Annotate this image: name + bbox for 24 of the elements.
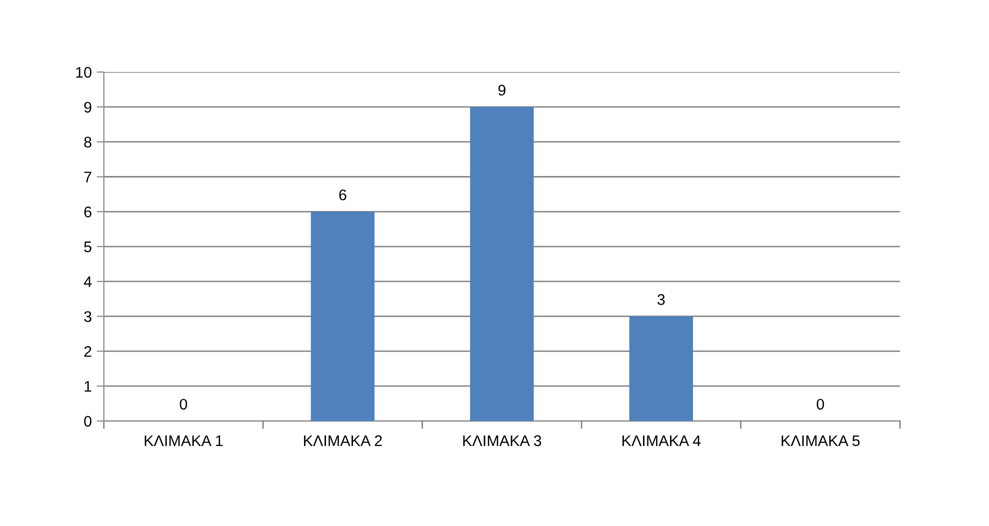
y-tick-label: 8	[84, 136, 92, 148]
x-tick-label: ΚΛΙΜΑΚΑ 2	[304, 435, 382, 446]
y-tick-label: 7	[84, 172, 92, 182]
y-tick-label: 9	[84, 102, 92, 113]
bar	[629, 316, 693, 422]
y-tick-label: 3	[84, 311, 92, 322]
x-tick-label: ΚΛΙΜΑΚΑ 1	[144, 435, 223, 446]
y-tick-label: 5	[84, 242, 92, 252]
bar	[310, 212, 375, 422]
y-tick-label: 2	[84, 346, 92, 357]
data-label: 3	[657, 294, 665, 305]
data-label: 0	[816, 398, 824, 410]
y-tick-label: 6	[84, 206, 92, 218]
bar	[470, 106, 534, 422]
x-tick-label: ΚΛΙΜΑΚΑ 4	[622, 435, 701, 446]
y-tick-label: 1	[84, 381, 92, 392]
data-label: 6	[339, 189, 346, 200]
data-label: 0	[180, 398, 188, 410]
y-tick-label: 0	[84, 416, 92, 427]
y-tick-label: 10	[76, 66, 92, 78]
x-tick-label: ΚΛΙΜΑΚΑ 3	[463, 435, 542, 446]
y-tick-label: 4	[84, 276, 92, 287]
data-label: 9	[498, 84, 506, 96]
x-tick-label: ΚΛΙΜΑΚΑ 5	[782, 435, 860, 446]
